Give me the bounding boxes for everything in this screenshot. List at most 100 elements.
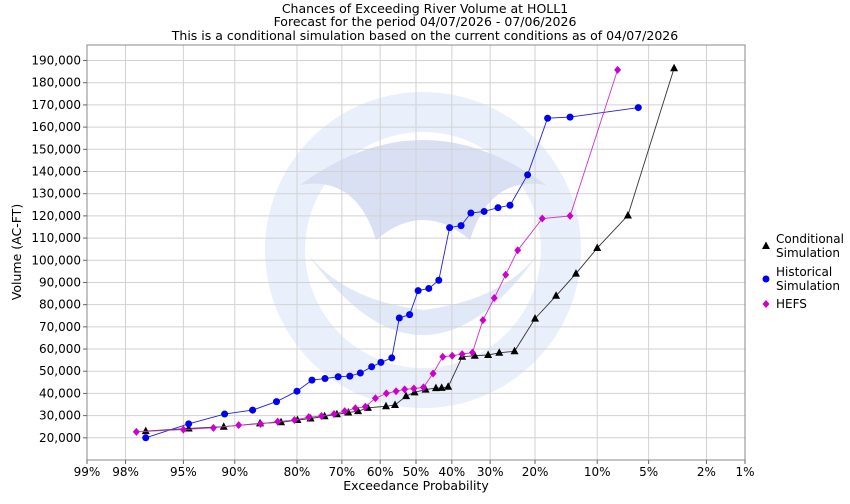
historical-simulation-point — [457, 222, 465, 230]
series — [132, 63, 679, 442]
hefs-point — [274, 417, 282, 426]
y-tick-label: 170,000 — [31, 98, 81, 112]
conditional-simulation-point — [670, 63, 679, 72]
x-tick-label: 20% — [522, 465, 549, 479]
hefs-point — [566, 211, 574, 220]
conditional-simulation-point — [531, 314, 540, 322]
y-axis-ticks: 20,000 30,000 40,000 50,000 60,000 70,000 80,0… — [31, 54, 87, 445]
y-tick-label: 40,000 — [39, 386, 81, 400]
hefs-point — [479, 316, 487, 325]
historical-simulation-point — [388, 354, 396, 362]
conditional-simulation-point — [431, 383, 440, 392]
conditional-simulation-point — [510, 346, 519, 355]
grid — [86, 45, 746, 460]
historical-simulation-point — [524, 171, 532, 179]
historical-simulation-point — [467, 209, 475, 217]
y-tick-label: 50,000 — [39, 364, 81, 378]
conditional-simulation-point — [219, 422, 228, 430]
hefs-point — [458, 350, 466, 359]
hefs-point — [410, 384, 418, 393]
hefs-point — [305, 413, 313, 422]
x-tick-label: 50% — [403, 465, 430, 479]
legend-label: Conditional — [776, 232, 844, 246]
legend-item-hefs: HEFS — [762, 297, 807, 311]
historical-simulation-point — [334, 373, 342, 381]
chart-title: Chances of Exceeding River Volume at HOL… — [282, 1, 568, 16]
x-tick-label: 60% — [367, 465, 394, 479]
y-tick-label: 80,000 — [39, 298, 81, 312]
y-tick-label: 100,000 — [31, 253, 81, 267]
hefs-point — [490, 293, 498, 302]
hefs-point — [257, 419, 265, 428]
historical-simulation-point — [446, 224, 454, 232]
y-tick-label: 70,000 — [39, 320, 81, 334]
hefs-point — [235, 421, 243, 430]
legend-label: HEFS — [776, 297, 807, 311]
y-tick-label: 140,000 — [31, 164, 81, 178]
historical-simulation-point — [634, 104, 642, 112]
conditional-simulation-point — [571, 269, 580, 277]
hefs-point — [371, 394, 379, 403]
y-tick-label: 150,000 — [31, 142, 81, 156]
hefs-point — [382, 389, 390, 398]
x-tick-label: 1% — [735, 465, 754, 479]
hefs-point — [448, 351, 456, 360]
y-tick-label: 30,000 — [39, 409, 81, 423]
hefs-point — [514, 246, 522, 255]
conditional-simulation-point — [141, 426, 150, 435]
historical-simulation-point — [435, 276, 443, 284]
historical-simulation-point — [273, 398, 281, 406]
x-tick-label: 2% — [697, 465, 716, 479]
chart-subtitle-conditions: This is a conditional simulation based o… — [171, 28, 678, 43]
x-tick-label: 98% — [112, 465, 139, 479]
hefs-point — [392, 387, 400, 396]
hefs-point — [209, 423, 217, 432]
hefs-point — [341, 407, 349, 416]
historical-simulation-point — [566, 113, 574, 121]
hefs-series — [132, 65, 622, 436]
x-axis-label: Exceedance Probability — [343, 478, 489, 493]
conditional-simulation-point — [402, 391, 411, 400]
noaa-watermark-logo — [265, 92, 581, 408]
historical-simulation-point — [321, 375, 329, 383]
x-tick-label: 90% — [221, 465, 248, 479]
hefs-point — [419, 383, 427, 392]
conditional-simulation-point — [470, 351, 479, 359]
hefs-point — [290, 416, 298, 425]
historical-simulation-point — [506, 201, 514, 209]
legend-marker-historical-simulation — [762, 275, 770, 283]
historical-simulation-point — [293, 387, 301, 395]
hefs-point — [429, 369, 437, 378]
x-tick-label: 5% — [639, 465, 658, 479]
y-tick-label: 90,000 — [39, 275, 81, 289]
historical-simulation-point — [480, 207, 488, 215]
y-tick-label: 120,000 — [31, 209, 81, 223]
x-axis-ticks: 99% 98% 95% 90% 80% 70% 60% 50% 40% 30% 20% 10% 5% 2%… — [74, 460, 755, 479]
x-tick-label: 30% — [477, 465, 504, 479]
y-tick-label: 60,000 — [39, 342, 81, 356]
x-tick-label: 70% — [329, 465, 356, 479]
historical-simulation-series — [142, 104, 642, 442]
historical-simulation-point — [414, 287, 422, 295]
hefs-point — [502, 270, 510, 279]
historical-simulation-point — [425, 284, 433, 292]
hefs-point — [361, 402, 369, 411]
conditional-simulation-point — [354, 406, 363, 415]
conditional-simulation-point — [381, 401, 390, 410]
y-tick-label: 20,000 — [39, 431, 81, 445]
historical-simulation-point — [346, 372, 354, 380]
y-tick-label: 190,000 — [31, 54, 81, 68]
x-tick-label: 40% — [438, 465, 465, 479]
hefs-point — [468, 348, 476, 357]
conditional-simulation-point — [391, 400, 400, 408]
x-tick-label: 95% — [170, 465, 197, 479]
hefs-point — [132, 427, 140, 436]
hefs-point — [401, 385, 409, 394]
legend-marker-hefs — [762, 300, 770, 308]
historical-simulation-point — [142, 434, 150, 442]
x-tick-label: 80% — [284, 465, 311, 479]
legend-label: Simulation — [776, 246, 840, 260]
x-tick-label: 10% — [584, 465, 611, 479]
